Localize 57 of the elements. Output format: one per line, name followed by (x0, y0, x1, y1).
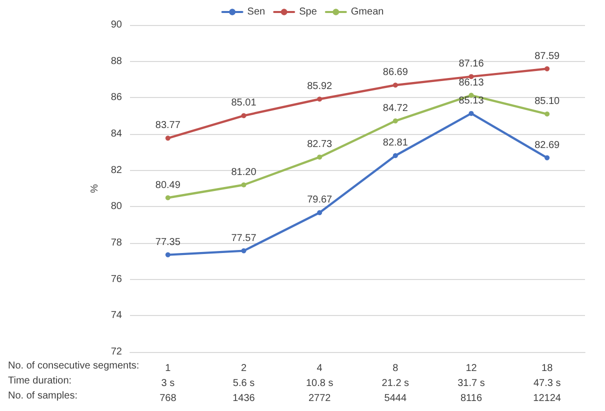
y-axis-title: % (89, 184, 100, 193)
data-label: 85.92 (307, 81, 333, 92)
y-tick-label: 78 (110, 238, 122, 248)
legend-label: Spe (299, 6, 318, 18)
data-label: 81.20 (231, 166, 257, 178)
data-label: 80.49 (155, 180, 181, 191)
text: Time duration: (8, 376, 72, 386)
point (544, 66, 550, 72)
data-label: 85.10 (534, 96, 560, 108)
legend-label: Gmean (350, 6, 384, 18)
data-label: 86.69 (382, 67, 408, 78)
x-tick-label: 8 21.2 s 5444 (382, 363, 410, 404)
y-tick-label: 76 (110, 274, 122, 285)
data-label: 85.01 (231, 98, 257, 109)
y-tick-label: 86 (110, 92, 122, 104)
point (317, 154, 322, 160)
point (468, 110, 474, 116)
data-label: 87.16 (458, 58, 484, 70)
point (241, 113, 246, 118)
data-label: 85.13 (458, 95, 484, 106)
point (544, 112, 550, 117)
x-tick-label: 2 5.6 s 1436 (232, 363, 256, 404)
point (241, 182, 246, 188)
text: No. of samples: (8, 390, 78, 402)
y-tick-label: 74 (110, 310, 122, 322)
point (392, 82, 398, 88)
y-tick-label: 88 (110, 56, 122, 67)
point (165, 252, 170, 258)
data-label: 79.67 (307, 194, 333, 206)
y-tick-label: 72 (110, 346, 122, 358)
y-tick-label: 82 (110, 164, 122, 176)
data-label: 82.81 (382, 138, 408, 149)
y-tick-label: 84 (110, 128, 122, 140)
data-label: 82.69 (534, 140, 560, 151)
data-label: 84.72 (382, 102, 408, 114)
data-label: 86.13 (458, 77, 484, 88)
point (241, 248, 246, 254)
x-tick-label: 1 3 s 768 (160, 363, 177, 404)
point (317, 210, 322, 216)
point (544, 155, 550, 160)
point (392, 153, 398, 158)
point (165, 136, 170, 141)
y-tick-label: 80 (110, 201, 122, 212)
data-label: 82.73 (307, 139, 333, 150)
x-tick-label: 18 47.3 s 12124 (533, 363, 562, 404)
text: No. of consecutive segments: (8, 360, 140, 372)
data-label: 77.35 (155, 236, 181, 248)
x-tick-label: 12 31.7 s 8116 (458, 363, 485, 404)
data-label: 87.59 (534, 50, 560, 62)
point (165, 195, 170, 200)
point (317, 96, 322, 102)
y-tick-label: 90 (110, 20, 122, 30)
data-label: 83.77 (155, 120, 181, 132)
data-label: 77.57 (231, 232, 257, 244)
x-tick-label: 4 10.8 s 2772 (306, 363, 334, 404)
legend-label: Sen (247, 6, 266, 18)
point (392, 118, 398, 124)
